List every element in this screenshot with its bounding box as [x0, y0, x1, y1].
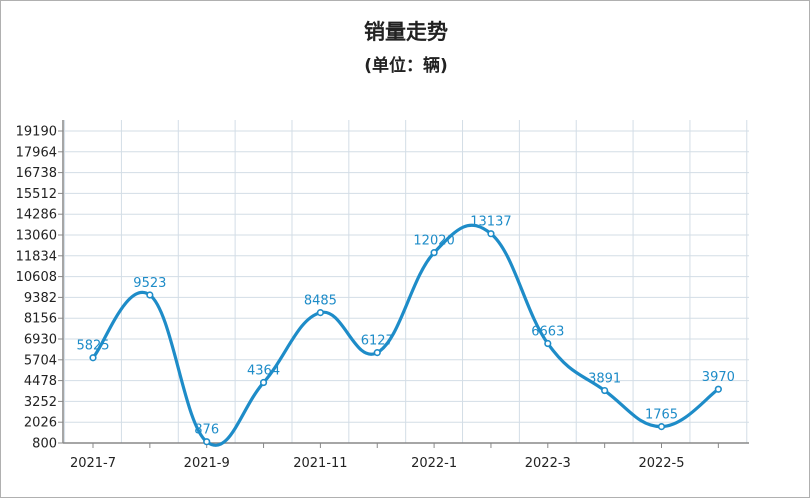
x-tick-label: 2021-7	[70, 456, 116, 471]
x-tick-label: 2022-5	[638, 456, 684, 471]
y-tick-label: 5704	[24, 353, 57, 368]
data-point	[259, 378, 268, 387]
y-tick-label: 9382	[24, 291, 57, 306]
chart-subtitle: (单位：辆)	[364, 56, 448, 76]
y-tick-label: 8156	[24, 312, 57, 327]
x-tick-label: 2022-3	[525, 456, 571, 471]
data-label: 3891	[588, 372, 621, 387]
data-point	[544, 339, 552, 348]
data-label: 1765	[645, 408, 678, 423]
data-label: 9523	[133, 276, 166, 291]
y-tick-label: 2026	[24, 416, 57, 431]
y-tick-label: 6930	[24, 333, 57, 348]
y-tick-label: 14286	[16, 208, 57, 223]
data-point	[373, 349, 381, 357]
y-axis-ticks: 800 2026 3252 4478 5704 6930 8156 9382 10608 1183…	[16, 125, 63, 452]
data-point	[203, 438, 211, 446]
data-point	[146, 291, 154, 299]
data-label: 8485	[304, 294, 337, 309]
series-markers	[89, 230, 722, 446]
y-tick-label: 11834	[16, 249, 57, 264]
data-point	[714, 385, 722, 393]
data-label: 3970	[702, 370, 735, 385]
y-tick-label: 800	[32, 437, 57, 452]
data-label: 876	[194, 423, 219, 438]
data-label: 6663	[531, 325, 564, 340]
y-tick-label: 3252	[24, 395, 57, 410]
data-point	[89, 354, 97, 362]
x-tick-label: 2022-1	[411, 456, 457, 471]
axes	[62, 120, 749, 444]
data-label: 12020	[413, 234, 454, 249]
data-point	[601, 386, 609, 395]
data-labels: 5825 9523 876 4364 8485 6127 12020 13137 6663 389…	[76, 215, 734, 438]
data-point	[487, 230, 495, 238]
data-label: 6127	[361, 334, 394, 349]
y-tick-label: 17964	[16, 145, 57, 160]
x-axis-ticks: 2021-7 2021-9 2021-11 2022-1 2022-3 2022-5	[70, 443, 719, 471]
data-point	[430, 249, 438, 257]
data-point	[657, 423, 666, 431]
chart-title: 销量走势	[364, 20, 448, 44]
data-label: 13137	[470, 215, 511, 230]
y-tick-label: 4478	[24, 374, 57, 389]
y-tick-label: 16738	[16, 166, 57, 181]
y-tick-label: 10608	[16, 270, 57, 285]
data-label: 5825	[76, 339, 109, 354]
data-point	[316, 309, 325, 317]
x-tick-label: 2021-9	[184, 456, 230, 471]
data-label: 4364	[247, 364, 280, 379]
y-tick-label: 13060	[16, 229, 57, 244]
x-tick-label: 2021-11	[293, 456, 347, 471]
y-tick-label: 19190	[16, 125, 57, 140]
y-tick-label: 15512	[16, 187, 57, 202]
